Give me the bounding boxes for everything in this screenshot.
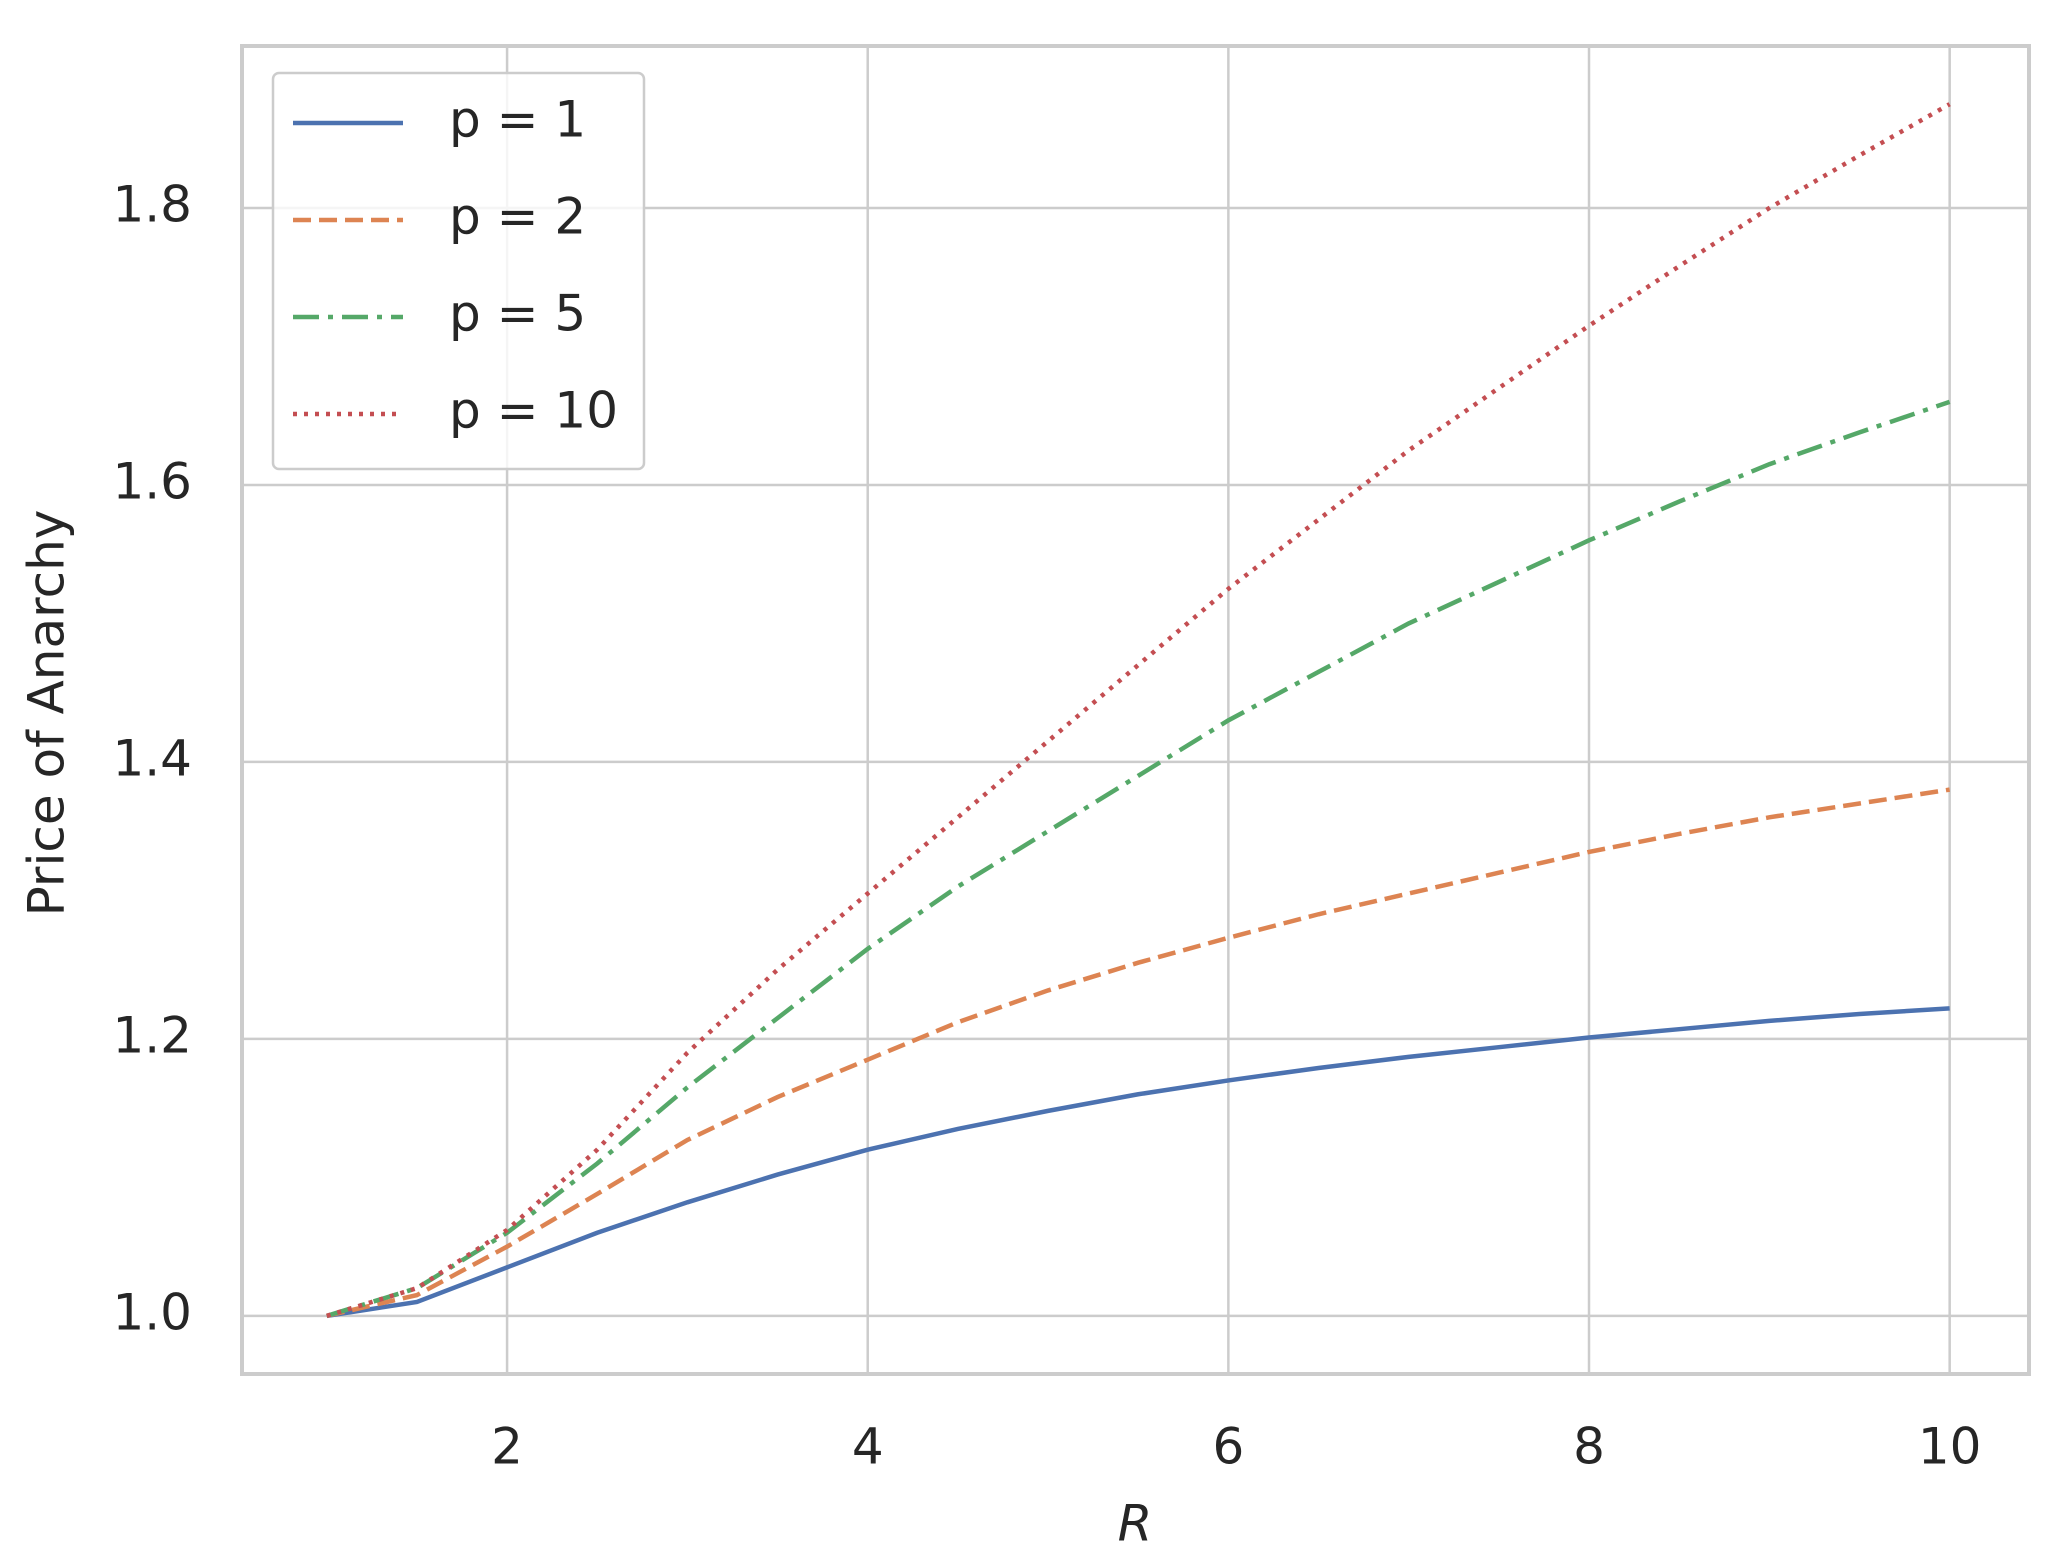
x-tick-label: 2	[491, 1418, 523, 1476]
y-tick-label: 1.2	[112, 1006, 192, 1064]
legend-label: p = 10	[449, 382, 618, 440]
legend-label: p = 2	[449, 188, 586, 246]
line-series	[326, 787, 1951, 1319]
x-axis-label: R	[1118, 1495, 1153, 1553]
x-tick-label: 6	[1212, 1418, 1244, 1476]
line-series	[326, 1006, 1950, 1319]
legend-label: p = 5	[449, 285, 586, 343]
y-tick-label: 1.4	[112, 729, 192, 787]
y-tick-label: 1.0	[112, 1283, 192, 1341]
legend-label: p = 1	[449, 91, 586, 149]
x-tick-label: 4	[852, 1418, 884, 1476]
line-series	[326, 399, 1951, 1318]
y-tick-label: 1.8	[112, 176, 192, 234]
line-series	[326, 102, 1951, 1318]
y-axis-label: Price of Anarchy	[18, 510, 76, 917]
x-tick-label: 10	[1918, 1418, 1982, 1476]
legend: p = 1 p = 2 p = 5 p = 10	[271, 71, 646, 471]
plot-frame	[240, 44, 2031, 1376]
y-tick-label: 1.6	[112, 452, 192, 510]
legend-box	[271, 71, 646, 471]
x-tick-label: 8	[1573, 1418, 1605, 1476]
